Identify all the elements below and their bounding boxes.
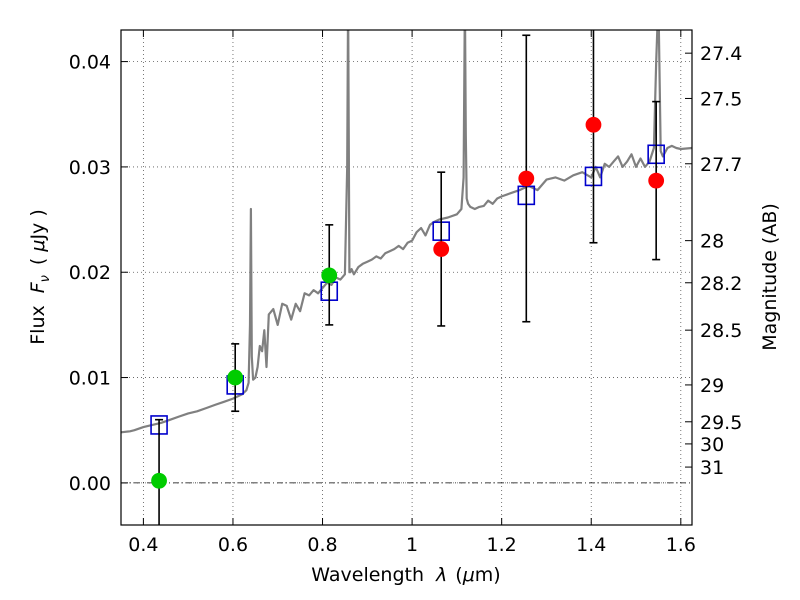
y-tick-label: 0.02 (69, 262, 111, 284)
observed-point (321, 267, 338, 284)
y2-tick-label: 30 (700, 434, 724, 456)
observed-point (433, 241, 450, 257)
x-tick-label: 1.4 (576, 534, 606, 556)
y-axis-label: FluxFν(μJy ) (27, 209, 53, 345)
x-tick-label: 0.6 (218, 534, 248, 556)
x-tick-label: 1.2 (487, 534, 517, 556)
ticks: 0.4 0.6 0.8 1 1.2 1.4 1.6 0.00 0.01 0.02 0.03 0.04 2… (69, 30, 742, 556)
x-tick-label: 1 (406, 534, 418, 556)
y-tick-label: 0.03 (69, 157, 111, 179)
observed-point (227, 369, 244, 386)
y2-tick-label: 29 (700, 375, 724, 397)
y2-tick-label: 29.5 (700, 412, 742, 434)
y2-tick-label: 27.7 (700, 154, 742, 176)
y2-tick-label: 28.2 (700, 273, 742, 295)
x-tick-label: 0.4 (128, 534, 158, 556)
model-spectrum-line (121, 30, 692, 434)
y-tick-label: 0.01 (69, 368, 111, 390)
x-tick-label: 1.6 (666, 534, 696, 556)
y2-tick-label: 31 (700, 457, 724, 479)
y2-tick-label: 28 (700, 231, 724, 253)
x-tick-label: 0.8 (307, 534, 337, 556)
y-tick-label: 0.00 (69, 473, 111, 495)
y2-tick-label: 27.4 (700, 43, 742, 65)
x-axis-label: Wavelength λ (μm) (311, 564, 500, 586)
y-tick-label: 0.04 (69, 52, 111, 74)
data-layer (121, 30, 692, 525)
y2-axis-label: Magnitude (AB) (759, 203, 781, 351)
observed-point (518, 170, 535, 187)
plot-frame (120, 29, 693, 526)
y2-tick-label: 27.5 (700, 88, 742, 110)
grid (121, 30, 692, 525)
plot-area (121, 30, 692, 525)
y2-tick-label: 28.5 (700, 320, 742, 342)
observed-point (648, 172, 665, 189)
observed-point (585, 116, 602, 133)
observed-point (151, 472, 167, 489)
